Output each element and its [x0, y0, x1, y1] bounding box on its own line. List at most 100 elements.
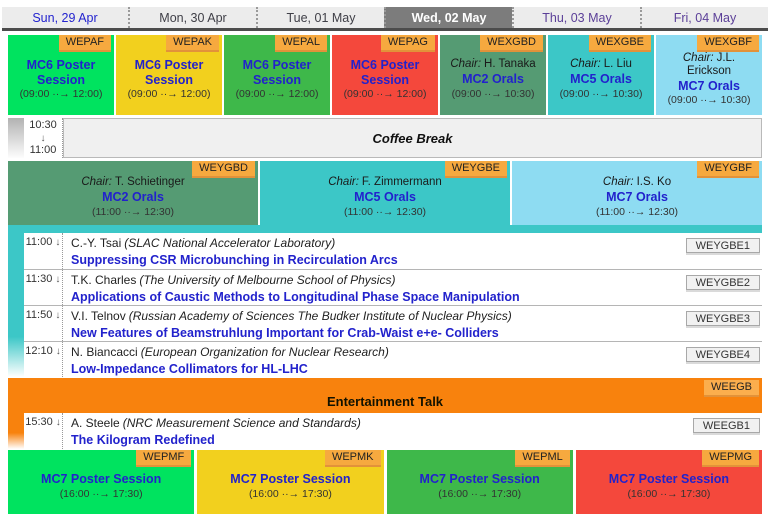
- session-code-badge: WEPAL: [275, 35, 327, 50]
- session-code-badge: WEXGBF: [697, 35, 759, 50]
- session-card-weygbd[interactable]: WEYGBD Chair: T. Schietinger MC2 Orals (1…: [8, 161, 258, 225]
- late-morning-session-row: WEYGBD Chair: T. Schietinger MC2 Orals (1…: [8, 161, 762, 225]
- talk-author: A. Steele: [71, 416, 120, 430]
- talk-code-badge: WEYGBE4: [685, 347, 760, 362]
- session-title-link[interactable]: MC7 Orals: [606, 189, 668, 204]
- talk-main: C.-Y. Tsai (SLAC National Accelerator Lab…: [63, 233, 762, 269]
- session-title-link[interactable]: MC7 Poster Session: [608, 472, 729, 487]
- talk-start-time: 12:10: [25, 345, 53, 357]
- session-time: (11:00 ··→ 12:30): [91, 205, 175, 218]
- session-code-badge: WEEGB: [704, 380, 759, 395]
- talk-start-time: 11:30: [25, 273, 53, 285]
- session-card-wepaf[interactable]: WEPAF MC6 Poster Session (09:00 ··→ 12:0…: [8, 35, 114, 115]
- afternoon-session-row: WEPMF MC7 Poster Session (16:00 ··→ 17:3…: [8, 450, 762, 514]
- session-chair: Chair: T. Schietinger: [81, 176, 185, 189]
- talk-title-link[interactable]: The Kilogram Redefined: [71, 432, 215, 447]
- coffee-break-row: 10:30 ↓ 11:00 Coffee Break: [8, 118, 762, 158]
- talk-title-link[interactable]: Suppressing CSR Microbunching in Recircu…: [71, 252, 398, 267]
- talk-title-link[interactable]: Low-Impedance Collimators for HL-LHC: [71, 361, 308, 376]
- tab-tue-01-may[interactable]: Tue, 01 May: [256, 7, 384, 28]
- session-card-wepak[interactable]: WEPAK MC6 Poster Session (09:00 ··→ 12:0…: [116, 35, 222, 115]
- session-code-badge: WEPMG: [702, 450, 759, 465]
- tab-fri-04-may[interactable]: Fri, 04 May: [640, 7, 768, 28]
- session-code-badge: WEPML: [515, 450, 570, 465]
- talk-affiliation: (The University of Melbourne School of P…: [139, 273, 396, 287]
- talk-start-time: 15:30: [25, 416, 53, 428]
- session-time: (09:00 ··→ 12:00): [343, 88, 427, 101]
- talk-author: V.I. Telnov: [71, 309, 126, 323]
- session-card-weygbe[interactable]: WEYGBE Chair: F. Zimmermann MC5 Orals (11…: [260, 161, 510, 225]
- session-chair: Chair: L. Liu: [570, 58, 632, 71]
- session-card-wepmf[interactable]: WEPMF MC7 Poster Session (16:00 ··→ 17:3…: [8, 450, 195, 514]
- session-title-link[interactable]: MC2 Orals: [102, 189, 164, 204]
- session-title-link[interactable]: MC7 Poster Session: [230, 472, 351, 487]
- arrow-down-icon: ↓: [55, 274, 61, 285]
- talk-title-link[interactable]: New Features of Beamstruhlung Important …: [71, 325, 499, 340]
- session-time: (11:00 ··→ 12:30): [343, 205, 427, 218]
- session-title-link[interactable]: MC7 Poster Session: [41, 472, 162, 487]
- arrow-down-icon: ↓: [55, 346, 61, 357]
- session-time: (11:00 ··→ 12:30): [595, 205, 679, 218]
- session-title-link[interactable]: MC5 Orals: [354, 189, 416, 204]
- oral-talk-list: 11:00 ↓ C.-Y. Tsai (SLAC National Acceler…: [8, 233, 762, 377]
- talk-author: C.-Y. Tsai: [71, 236, 122, 250]
- talk-main: N. Biancacci (European Organization for N…: [63, 342, 762, 377]
- coffee-break-box: Coffee Break: [63, 118, 762, 158]
- session-title-link[interactable]: MC6 Poster Session: [26, 57, 96, 87]
- session-code-badge: WEPAK: [166, 35, 219, 50]
- session-title-link[interactable]: MC5 Orals: [570, 71, 632, 86]
- talk-code-badge: WEYGBE1: [685, 238, 760, 253]
- talk-time-column: 11:30 ↓: [24, 270, 63, 305]
- session-time: (09:00 ··→ 12:00): [19, 88, 103, 101]
- coffee-break-title: Coffee Break: [372, 130, 453, 146]
- session-card-wepml[interactable]: WEPML MC7 Poster Session (16:00 ··→ 17:3…: [386, 450, 573, 514]
- entertainment-session-title: Entertainment Talk: [326, 394, 444, 409]
- talk-time-column: 11:50 ↓: [24, 306, 63, 341]
- session-title-link[interactable]: MC6 Poster Session: [350, 57, 420, 87]
- session-time: (16:00 ··→ 17:30): [59, 487, 143, 500]
- talk-main: T.K. Charles (The University of Melbourne…: [63, 270, 762, 305]
- session-code-badge: WEYGBE: [444, 161, 507, 176]
- session-title-link[interactable]: MC2 Orals: [462, 71, 524, 86]
- talk-time-column: 12:10 ↓: [24, 342, 63, 377]
- session-card-wexgbd[interactable]: WEXGBD Chair: H. Tanaka MC2 Orals (09:00 …: [440, 35, 546, 115]
- entertainment-session-card[interactable]: WEEGB Entertainment Talk: [8, 378, 762, 413]
- talk-title-link[interactable]: Applications of Caustic Methods to Longi…: [71, 289, 520, 304]
- session-chair: Chair: I.S. Ko: [602, 176, 672, 189]
- talk-main: V.I. Telnov (Russian Academy of Sciences …: [63, 306, 762, 341]
- session-chair: Chair: H. Tanaka: [450, 58, 536, 71]
- session-title-link[interactable]: MC7 Poster Session: [419, 472, 540, 487]
- talk-author: T.K. Charles: [71, 273, 137, 287]
- tab-mon-30-apr[interactable]: Mon, 30 Apr: [128, 7, 256, 28]
- talk-author: N. Biancacci: [71, 345, 138, 359]
- talk-main: A. Steele (NRC Measurement Science and St…: [63, 413, 762, 449]
- talk-row-weegb1: 15:30 ↓ A. Steele (NRC Measurement Scienc…: [24, 413, 762, 449]
- session-code-badge: WEXGBE: [588, 35, 651, 50]
- session-card-weygbf[interactable]: WEYGBF Chair: I.S. Ko MC7 Orals (11:00 ··…: [512, 161, 762, 225]
- talk-code-badge: WEYGBE2: [685, 275, 760, 290]
- tab-sun-29-apr[interactable]: Sun, 29 Apr: [32, 10, 98, 25]
- arrow-down-icon: ↓: [55, 417, 61, 428]
- session-card-wepag[interactable]: WEPAG MC6 Poster Session (09:00 ··→ 12:0…: [332, 35, 438, 115]
- session-title-link[interactable]: MC6 Poster Session: [242, 57, 312, 87]
- talk-code-badge: WEYGBE3: [685, 311, 760, 326]
- talk-affiliation: (SLAC National Accelerator Laboratory): [124, 236, 336, 250]
- tab-wed-02-may[interactable]: Wed, 02 May: [384, 7, 512, 28]
- session-card-wepmg[interactable]: WEPMG MC7 Poster Session (16:00 ··→ 17:3…: [575, 450, 762, 514]
- tab-thu-03-may[interactable]: Thu, 03 May: [512, 7, 640, 28]
- arrow-down-icon: ↓: [55, 310, 61, 321]
- session-card-wexgbf[interactable]: WEXGBF Chair: J.L. Erickson MC7 Orals (09…: [656, 35, 762, 115]
- break-start-time: 10:30: [29, 118, 57, 131]
- session-card-wepmk[interactable]: WEPMK MC7 Poster Session (16:00 ··→ 17:3…: [197, 450, 384, 514]
- session-card-wexgbe[interactable]: WEXGBE Chair: L. Liu MC5 Orals (09:00 ··→…: [548, 35, 654, 115]
- talk-row-weygbe2: 11:30 ↓ T.K. Charles (The University of M…: [24, 269, 762, 305]
- morning-session-row: WEPAF MC6 Poster Session (09:00 ··→ 12:0…: [8, 35, 762, 115]
- talk-row-weygbe1: 11:00 ↓ C.-Y. Tsai (SLAC National Acceler…: [24, 233, 762, 269]
- session-time: (09:00 ··→ 10:30): [559, 87, 643, 100]
- session-title-link[interactable]: MC7 Orals: [678, 78, 740, 93]
- session-time: (16:00 ··→ 17:30): [438, 487, 522, 500]
- session-title-link[interactable]: MC6 Poster Session: [134, 57, 204, 87]
- session-chair: Chair: F. Zimmermann: [328, 176, 442, 189]
- session-card-wepal[interactable]: WEPAL MC6 Poster Session (09:00 ··→ 12:0…: [224, 35, 330, 115]
- session-code-badge: WEPMF: [136, 450, 192, 465]
